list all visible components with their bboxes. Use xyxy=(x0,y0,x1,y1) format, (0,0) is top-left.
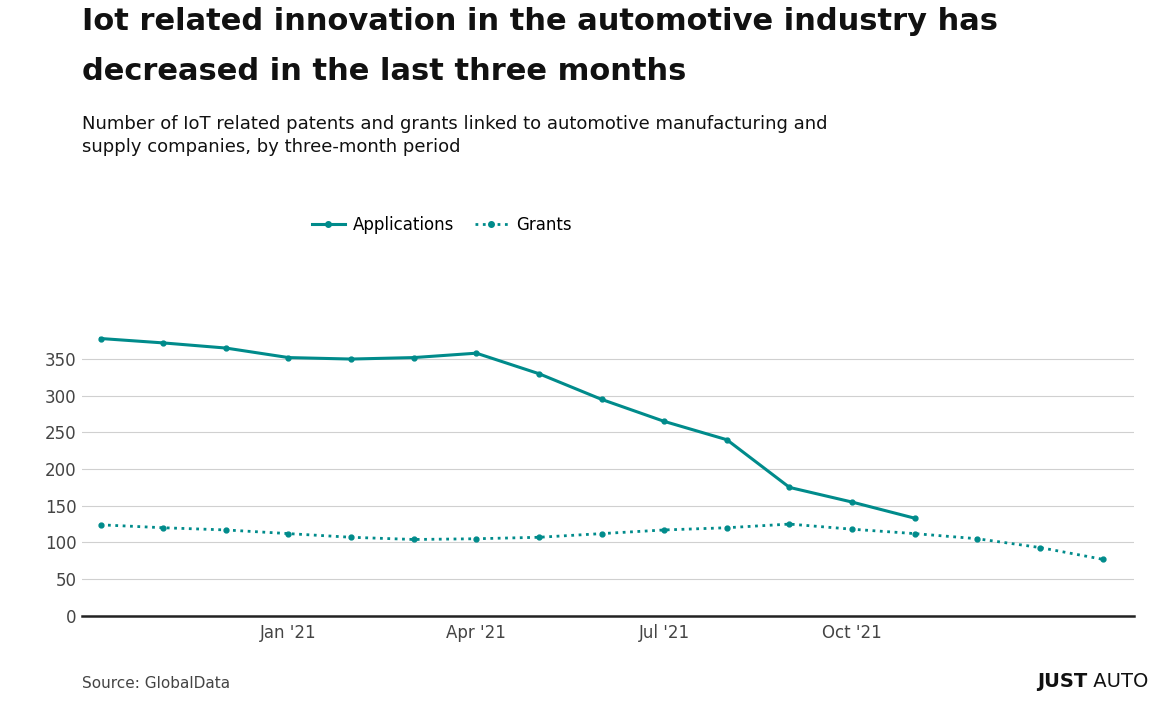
Text: decreased in the last three months: decreased in the last three months xyxy=(82,57,686,87)
Legend: Applications, Grants: Applications, Grants xyxy=(305,209,579,241)
Text: Number of IoT related patents and grants linked to automotive manufacturing and
: Number of IoT related patents and grants… xyxy=(82,115,828,156)
Text: JUST: JUST xyxy=(1037,672,1087,691)
Text: Iot related innovation in the automotive industry has: Iot related innovation in the automotive… xyxy=(82,7,998,37)
Text: Source: GlobalData: Source: GlobalData xyxy=(82,676,230,691)
Text: AUTO: AUTO xyxy=(1087,672,1149,691)
